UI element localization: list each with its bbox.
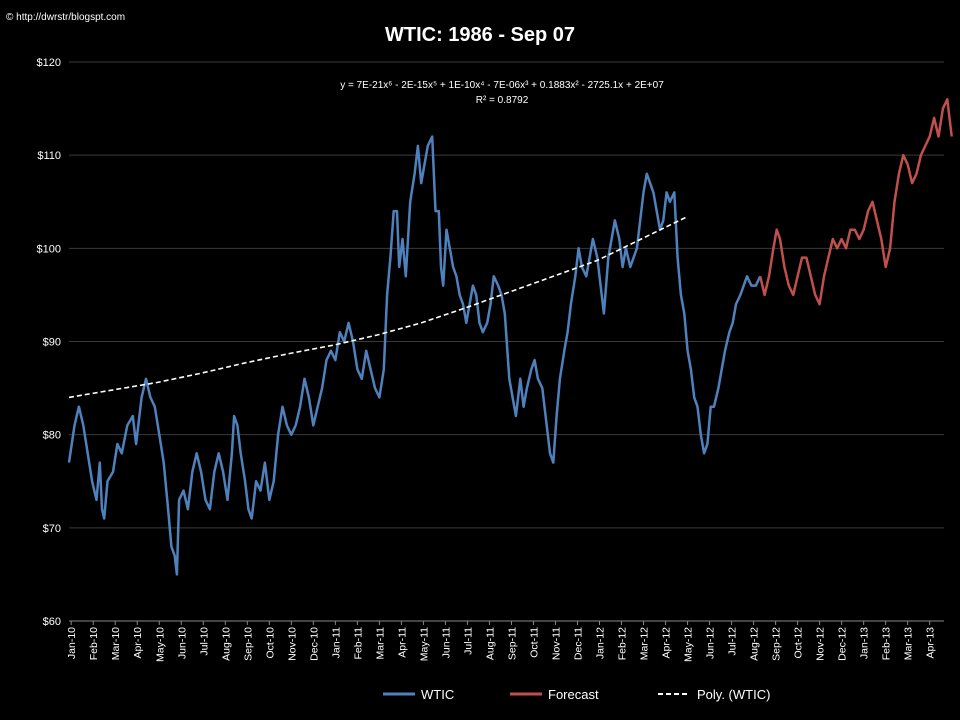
x-tick-label: Dec-10: [308, 627, 320, 661]
x-tick-label: Mar-13: [903, 627, 915, 660]
x-tick-label: Dec-12: [837, 627, 849, 661]
y-tick-label: $100: [37, 243, 61, 255]
x-tick-label: Jun-10: [176, 627, 188, 659]
trendline-r-squared: R² = 0.8792: [476, 95, 529, 106]
x-tick-label: Mar-11: [374, 627, 386, 660]
x-tick-label: Apr-13: [925, 627, 937, 659]
x-tick-label: Jul-11: [462, 627, 474, 655]
x-tick-label: Aug-10: [220, 627, 232, 661]
series-line-forecast: [758, 98, 953, 306]
x-tick-label: Sep-12: [771, 627, 783, 661]
series-line-wtic: [67, 135, 762, 576]
x-tick-label: Nov-11: [550, 627, 562, 660]
x-tick-label: Jan-12: [595, 627, 607, 659]
x-tick-label: Apr-12: [661, 627, 673, 659]
x-tick-label: Jan-11: [330, 627, 342, 658]
legend-wtic-label: WTIC: [421, 687, 454, 702]
y-tick-label: $60: [43, 616, 61, 628]
legend-forecast-label: Forecast: [548, 687, 599, 702]
x-tick-label: Aug-11: [484, 627, 496, 660]
x-tick-label: Mar-12: [639, 627, 651, 660]
x-tick-label: Feb-13: [881, 627, 893, 660]
x-tick-label: Feb-11: [352, 627, 364, 660]
x-tick-label: May-11: [418, 627, 430, 661]
y-axis: $60 $70 $80 $90 $100 $110 $120: [37, 57, 61, 628]
x-tick-label: Feb-10: [88, 627, 100, 660]
x-tick-label: Dec-11: [572, 627, 584, 660]
x-tick-label: Oct-11: [528, 627, 540, 658]
legend: WTIC Forecast Poly. (WTIC): [383, 687, 770, 702]
x-axis: Jan-10 Feb-10 Mar-10 Apr-10 May-10 Jun-10 Jul-…: [66, 620, 944, 662]
y-tick-label: $80: [43, 430, 61, 442]
x-tick-label: Oct-10: [264, 627, 276, 659]
y-tick-label: $120: [37, 57, 61, 69]
x-tick-label: Jun-11: [440, 627, 452, 658]
y-tick-label: $110: [37, 150, 61, 162]
x-tick-label: Apr-11: [396, 627, 408, 658]
x-tick-label: May-10: [154, 627, 166, 662]
x-tick-label: Jan-13: [859, 627, 871, 659]
x-tick-label: Mar-10: [110, 627, 122, 660]
chart-title: WTIC: 1986 - Sep 07: [384, 24, 576, 46]
series-layer: [67, 98, 953, 576]
legend-trend-label: Poly. (WTIC): [697, 687, 770, 702]
x-tick-label: Jul-12: [727, 627, 739, 656]
x-tick-label: Jan-10: [66, 627, 78, 659]
x-tick-label: Nov-12: [815, 627, 827, 661]
trendline-equation: y = 7E-21x⁶ - 2E-15x⁵ + 1E-10x⁴ - 7E-06x…: [340, 80, 664, 91]
x-tick-label: Jul-10: [198, 627, 210, 656]
x-tick-label: Sep-11: [506, 627, 518, 660]
x-tick-label: Jun-12: [705, 627, 717, 659]
x-tick-label: Apr-10: [132, 627, 144, 659]
y-tick-label: $90: [43, 337, 61, 349]
y-tick-label: $70: [43, 523, 61, 535]
x-tick-label: Sep-10: [242, 627, 254, 661]
x-tick-label: Nov-10: [286, 627, 298, 661]
trendline-poly: [68, 216, 686, 399]
copyright-text: © http://dwrstr/blogspt.com: [6, 12, 126, 23]
x-tick-label: Feb-12: [617, 627, 629, 660]
x-tick-label: May-12: [683, 627, 695, 662]
x-tick-label: Oct-12: [793, 627, 805, 659]
x-tick-label: Aug-12: [749, 627, 761, 661]
